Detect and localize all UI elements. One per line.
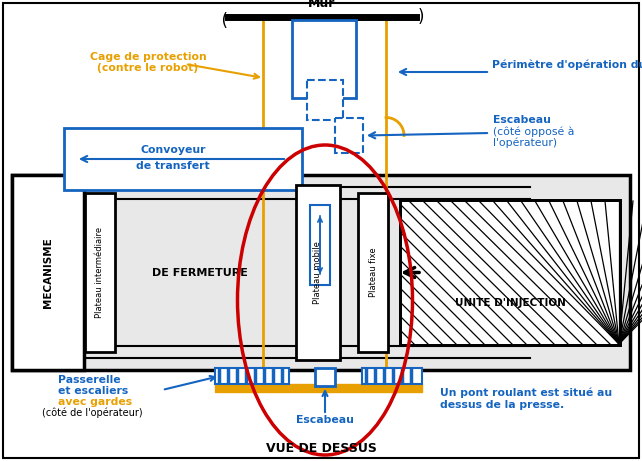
Bar xyxy=(310,205,330,285)
Bar xyxy=(335,118,363,153)
Text: l'opérateur): l'opérateur) xyxy=(493,138,557,148)
Text: dessus de la presse.: dessus de la presse. xyxy=(440,400,564,410)
Bar xyxy=(358,193,388,352)
Text: avec gardes: avec gardes xyxy=(58,397,132,407)
Text: Convoyeur: Convoyeur xyxy=(140,145,205,155)
Text: Escabeau: Escabeau xyxy=(493,115,551,125)
Text: UNITE D'INJECTION: UNITE D'INJECTION xyxy=(455,297,566,307)
Text: Plateau intermédiaire: Plateau intermédiaire xyxy=(96,227,105,318)
Text: Périmètre d'opération du robot: Périmètre d'opération du robot xyxy=(492,60,642,70)
Text: (contre le robot): (contre le robot) xyxy=(98,63,198,73)
Text: Passerelle: Passerelle xyxy=(58,375,121,385)
Bar xyxy=(362,368,422,384)
Text: (côté de l'opérateur): (côté de l'opérateur) xyxy=(42,408,143,418)
Bar xyxy=(64,128,302,190)
Bar xyxy=(215,368,289,384)
Text: DE FERMETURE: DE FERMETURE xyxy=(152,267,248,278)
Text: VUE DE DESSUS: VUE DE DESSUS xyxy=(266,442,376,455)
Text: Escabeau: Escabeau xyxy=(296,415,354,425)
Text: Plateau fixe: Plateau fixe xyxy=(369,248,377,297)
Bar xyxy=(292,20,356,98)
Text: Un pont roulant est situé au: Un pont roulant est situé au xyxy=(440,388,612,398)
Text: de transfert: de transfert xyxy=(136,161,210,171)
Text: Cage de protection: Cage de protection xyxy=(90,52,206,62)
Text: Plateau mobile: Plateau mobile xyxy=(313,241,322,304)
Text: ): ) xyxy=(220,8,226,26)
Bar xyxy=(215,384,422,392)
Bar xyxy=(400,200,620,345)
Text: Mur: Mur xyxy=(308,0,336,10)
Text: et escaliers: et escaliers xyxy=(58,386,128,396)
Bar xyxy=(315,368,335,386)
Bar xyxy=(12,175,630,370)
Bar xyxy=(400,200,620,345)
Bar xyxy=(296,185,340,360)
Text: MECANISME: MECANISME xyxy=(43,237,53,308)
Text: (côté opposé à: (côté opposé à xyxy=(493,127,575,137)
Bar xyxy=(12,175,84,370)
Text: ): ) xyxy=(418,8,424,26)
Bar xyxy=(85,193,115,352)
Bar xyxy=(307,80,343,120)
Bar xyxy=(401,201,619,344)
